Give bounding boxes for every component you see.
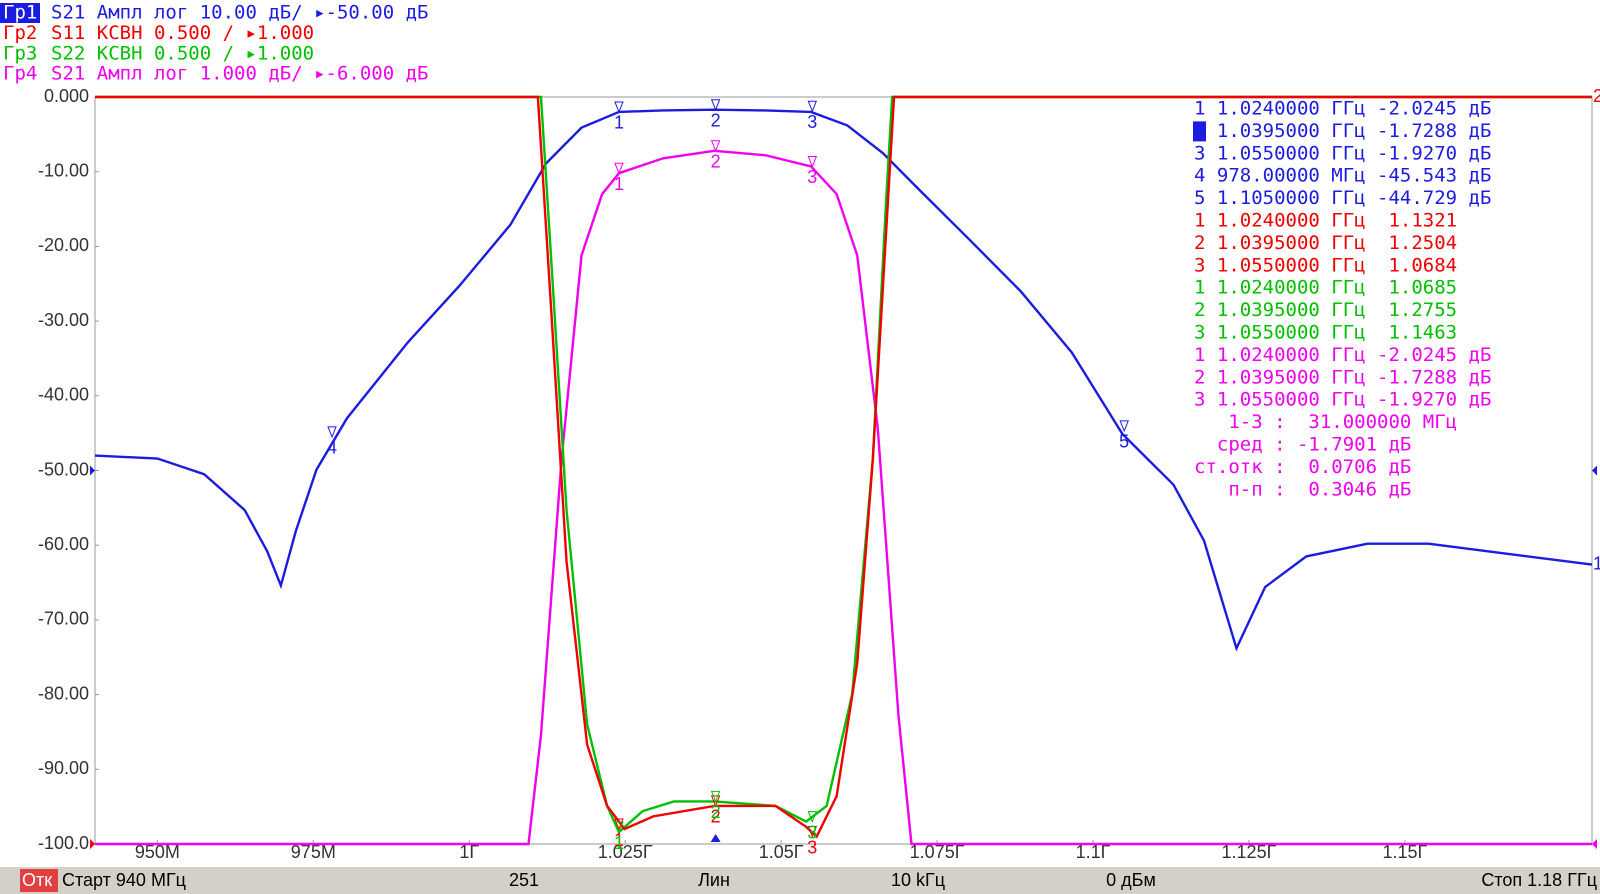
- ref-arrow: [90, 465, 95, 476]
- marker-readout: 1 1.0240000 ГГц 1.0685: [1194, 277, 1457, 299]
- marker-readout: 2 1.0395000 ГГц -1.7288 дБ: [1194, 120, 1491, 142]
- stimulus-marker: [710, 834, 721, 842]
- y-tick-label: -50.00: [38, 459, 89, 479]
- active-trace-box: [0, 3, 40, 23]
- trace-line: [94, 108, 1593, 652]
- marker-label: 3: [807, 837, 817, 857]
- ref-arrow: [1592, 839, 1597, 849]
- marker-symbol: [614, 821, 624, 834]
- legend-label: S22 КСВН 0.500 / ▸1.000: [51, 42, 314, 64]
- ref-arrow: [90, 839, 95, 849]
- y-tick-label: -10.00: [38, 160, 89, 180]
- legend-label: S21 Ампл лог 10.00 дБ/ ▸-50.00 дБ: [51, 2, 429, 24]
- marker-label: 1: [614, 174, 624, 194]
- marker-symbol: [710, 795, 721, 808]
- marker-label: 5: [1119, 432, 1129, 452]
- y-tick-label: -40.00: [38, 385, 89, 405]
- trace-end-label: 1: [1593, 553, 1600, 573]
- x-tick-label: 1.05Г: [759, 842, 804, 862]
- marker-readout: 1 1.0240000 ГГц 1.1321: [1194, 210, 1457, 232]
- marker-label: 3: [807, 112, 817, 132]
- y-tick-label: -90.00: [38, 758, 89, 778]
- y-tick-label: -80.00: [38, 683, 89, 703]
- status-item: Стоп 1.18 ГГц: [1481, 870, 1597, 890]
- marker-readout: 1-3 : 31.000000 МГц: [1194, 411, 1457, 433]
- trace-line: [95, 149, 1592, 846]
- marker-symbol: [710, 140, 721, 153]
- y-tick-label: -70.00: [38, 609, 89, 629]
- marker-readout: 1 1.0240000 ГГц -2.0245 дБ: [1194, 98, 1491, 120]
- marker-label: 2: [711, 152, 721, 172]
- legend-trace: Гр1: [3, 2, 37, 24]
- status-tag-box: [20, 869, 58, 892]
- marker-label: 2: [711, 802, 721, 822]
- y-tick-label: 0.000: [44, 86, 89, 106]
- marker-label: 2: [711, 110, 721, 130]
- marker-symbol: [614, 818, 624, 831]
- marker-label: 3: [807, 167, 817, 187]
- marker-readout: 2 1.0395000 ГГц -1.7288 дБ: [1194, 366, 1491, 388]
- marker-symbol: [807, 155, 818, 168]
- x-tick-label: 950M: [135, 842, 180, 862]
- marker-label: 1: [614, 830, 624, 850]
- marker-label: 2: [711, 807, 721, 827]
- x-tick-label: 1.025Г: [598, 842, 653, 862]
- legend-label: S21 Ампл лог 1.000 дБ/ ▸-6.000 дБ: [51, 63, 429, 85]
- marker-readout: 2 1.0395000 ГГц 1.2504: [1194, 232, 1457, 254]
- marker-readout: п-п : 0.3046 дБ: [1194, 478, 1411, 500]
- marker-symbol: [327, 426, 337, 439]
- marker-symbol: [614, 162, 624, 175]
- marker-readout: 5 1.1050000 ГГц -44.729 дБ: [1194, 187, 1491, 209]
- x-tick-label: 1.15Г: [1382, 842, 1427, 862]
- y-tick-label: -30.00: [38, 310, 89, 330]
- x-tick-label: 1.1Г: [1076, 842, 1111, 862]
- legend-trace: Гр3: [3, 42, 37, 64]
- x-tick-label: 1.125Г: [1222, 842, 1277, 862]
- y-tick-label: -100.0: [38, 833, 89, 853]
- marker-readout: 3 1.0550000 ГГц 1.0684: [1194, 254, 1457, 276]
- marker-symbol: [807, 811, 818, 823]
- status-bar: [0, 867, 1600, 894]
- marker-symbol: [807, 826, 818, 838]
- legend-label: S11 КСВН 0.500 / ▸1.000: [51, 22, 314, 44]
- marker-readout: 3 1.0550000 ГГц 1.1463: [1194, 322, 1457, 344]
- marker-label: 1: [614, 113, 624, 133]
- marker-readout: сред : -1.7901 дБ: [1194, 434, 1411, 456]
- legend-trace: Гр4: [3, 63, 37, 85]
- status-item: 251: [509, 870, 539, 890]
- legend-trace: Гр2: [3, 22, 37, 44]
- marker-readout: 2 1.0395000 ГГц 1.2755: [1194, 299, 1457, 321]
- status-item: Старт 940 МГц: [62, 870, 186, 890]
- marker-symbol: [710, 790, 721, 803]
- status-item: Отк: [22, 870, 52, 890]
- marker-label: 1: [614, 833, 624, 853]
- marker-readout: ст.отк : 0.0706 дБ: [1194, 456, 1411, 478]
- marker-symbol: [614, 101, 624, 114]
- marker-symbol: [1119, 420, 1129, 433]
- marker-readout: 3 1.0550000 ГГц -1.9270 дБ: [1194, 142, 1491, 164]
- status-item: 10 kГц: [891, 870, 945, 890]
- marker-readout: 3 1.0550000 ГГц -1.9270 дБ: [1194, 389, 1491, 411]
- x-tick-label: 1.075Г: [910, 842, 965, 862]
- ref-arrow: [1592, 465, 1597, 476]
- x-tick-label: 975M: [291, 842, 336, 862]
- marker-label: 3: [807, 822, 817, 842]
- x-tick-label: 1Г: [459, 842, 479, 862]
- trace-end-label: 2: [1593, 86, 1600, 106]
- y-tick-label: -60.00: [38, 534, 89, 554]
- y-tick-label: -20.00: [38, 235, 89, 255]
- status-item: 0 дБм: [1106, 870, 1156, 890]
- active-marker-box: [1193, 121, 1206, 142]
- marker-label: 4: [327, 438, 337, 458]
- marker-symbol: [710, 99, 721, 112]
- marker-symbol: [807, 100, 818, 113]
- marker-readout: 1 1.0240000 ГГц -2.0245 дБ: [1194, 344, 1491, 366]
- status-item: Лин: [698, 870, 730, 890]
- trace-line: [95, 95, 1592, 839]
- marker-readout: 4 978.00000 МГц -45.543 дБ: [1194, 165, 1491, 187]
